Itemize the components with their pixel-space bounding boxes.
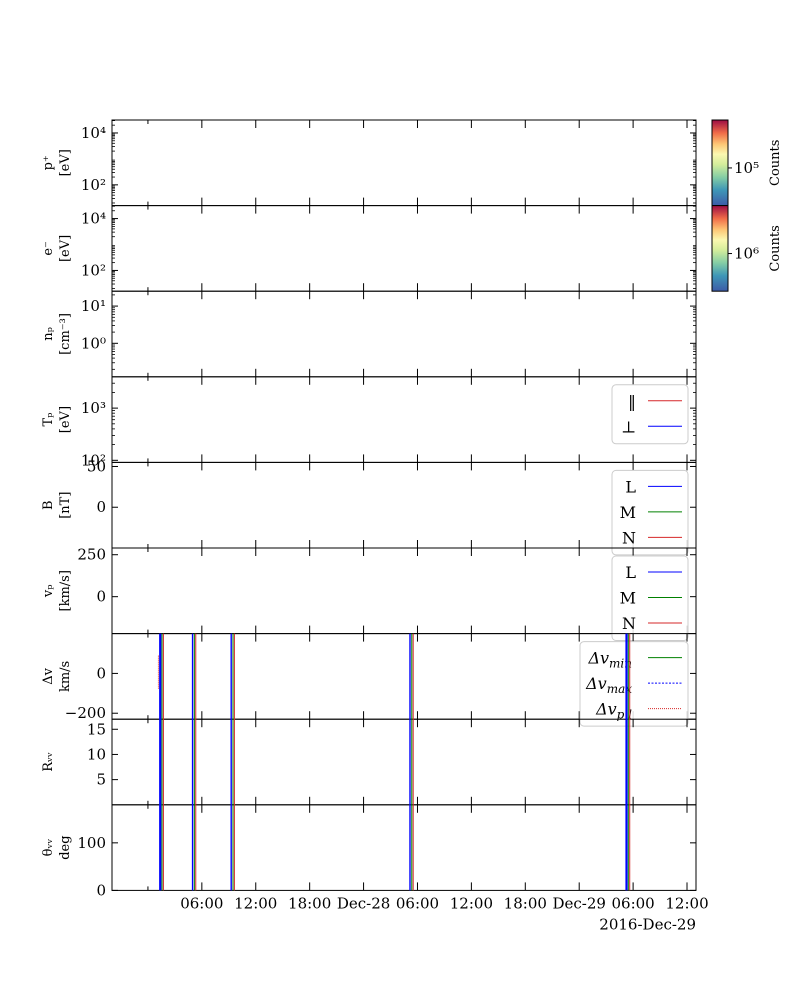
y-tick-label: 0 <box>96 881 106 899</box>
panel-frame <box>111 547 697 635</box>
legend-label: M <box>620 503 636 522</box>
panel-frame <box>111 205 697 292</box>
y-tick-label: 10 <box>87 745 106 763</box>
legend <box>611 384 689 445</box>
y-tick-label: 0 <box>96 498 106 516</box>
y-axis-label: Rᵥᵥ <box>41 752 56 772</box>
colorbar-tick-label: 10⁵ <box>734 159 759 177</box>
panel-e: 10² 10⁴ e⁻ [eV] <box>41 205 697 292</box>
y-axis-label: θᵥᵥ <box>41 839 56 857</box>
panel-np: 10⁰ 10¹ nₚ [cm⁻³] <box>41 290 697 378</box>
x-tick-label: 06:00 <box>396 894 439 912</box>
event-line <box>230 633 235 891</box>
legend <box>579 641 689 727</box>
panel-Rw: 5 10 15 Rᵥᵥ <box>41 718 697 806</box>
colorbar-gradient <box>711 119 729 207</box>
panel-frame <box>111 461 697 549</box>
colorbars: 10⁵ Counts 10⁶ Counts <box>711 119 783 292</box>
y-axis-unit: [cm⁻³] <box>58 313 73 355</box>
colorbar-1: 10⁵ Counts <box>711 119 783 207</box>
event-line <box>409 633 414 891</box>
y-axis-unit: [nT] <box>58 492 73 519</box>
legend-label: N <box>622 528 636 547</box>
x-tick-label: 06:00 <box>180 894 223 912</box>
x-axis: 06:00 12:00 18:00 Dec-28 06:00 12:00 18:00 Dec-… <box>180 894 708 933</box>
colorbar-label: Counts <box>768 140 783 186</box>
y-tick-label: 15 <box>87 720 106 738</box>
y-axis-unit: km/s <box>58 661 73 692</box>
y-tick-label: 10² <box>81 261 106 279</box>
y-axis-unit: [eV] <box>58 235 73 262</box>
panel-frame <box>111 376 697 463</box>
y-tick-label: 10⁰ <box>81 334 106 352</box>
legend <box>611 469 689 556</box>
y-axis-unit: [eV] <box>58 149 73 176</box>
legend-label: N <box>622 614 636 633</box>
y-axis-label: e⁻ <box>41 241 56 256</box>
y-axis-unit: [eV] <box>58 406 73 433</box>
legend-label: L <box>625 477 636 496</box>
x-tick-label: 12:00 <box>665 894 708 912</box>
y-tick-label: −200 <box>65 704 106 722</box>
event-line <box>159 633 164 891</box>
panel-frame <box>111 718 697 806</box>
y-axis-label: vₚ <box>41 585 56 599</box>
y-tick-label: 10¹ <box>81 297 106 315</box>
y-tick-label: 250 <box>77 546 106 564</box>
y-axis-label: Tₚ <box>41 413 56 427</box>
y-tick-label: 100 <box>77 834 106 852</box>
legend-label: ‖ <box>628 392 636 411</box>
colorbar-tick-label: 10⁶ <box>734 245 759 263</box>
colorbar-label: Counts <box>768 225 783 271</box>
colorbar-2: 10⁶ Counts <box>711 205 783 292</box>
x-tick-label: 12:00 <box>450 894 493 912</box>
x-tick-label: Dec-29 <box>552 894 605 912</box>
x-tick-label: 12:00 <box>234 894 277 912</box>
y-axis-label: B <box>41 500 56 510</box>
y-tick-label: 10⁴ <box>81 210 106 228</box>
y-tick-label: 10² <box>81 451 106 469</box>
y-tick-label: 0 <box>96 664 106 682</box>
legend-label: M <box>620 589 636 608</box>
event-line <box>625 633 631 891</box>
panel-frame <box>111 119 697 207</box>
panel-frame <box>111 290 697 378</box>
y-axis-label: p⁺ <box>41 155 56 170</box>
panel-vp: 0 250 vₚ [km/s] LMN <box>41 546 697 641</box>
panel-B: 0 50 B [nT] LMN <box>41 457 697 556</box>
legend-label: ⊥ <box>621 417 636 436</box>
panel-theta: 0 100 θᵥᵥ deg <box>41 804 697 899</box>
date-label: 2016-Dec-29 <box>599 915 696 933</box>
y-tick-label: 50 <box>87 457 106 475</box>
panel-frame <box>111 804 697 891</box>
y-tick-label: 10³ <box>81 399 106 417</box>
y-tick-label: 10⁴ <box>81 124 106 142</box>
x-tick-label: 18:00 <box>288 894 331 912</box>
legend-label: L <box>625 563 636 582</box>
x-tick-label: Dec-28 <box>337 894 390 912</box>
x-tick-label: 06:00 <box>611 894 654 912</box>
y-axis-label: nₚ <box>41 327 56 341</box>
panel-Tp: 10² 10³ Tₚ [eV] ‖ ⊥ <box>41 376 697 469</box>
y-axis-unit: [km/s] <box>58 570 73 611</box>
colorbar-gradient <box>711 205 729 292</box>
y-tick-label: 0 <box>96 588 106 606</box>
y-tick-label: 10² <box>81 176 106 194</box>
legend <box>611 555 689 641</box>
x-tick-label: 18:00 <box>504 894 547 912</box>
y-axis-label: Δv <box>41 667 56 684</box>
y-axis-unit: deg <box>58 835 73 859</box>
event-line <box>191 633 197 891</box>
panel-p: 10² 10⁴ p⁺ [eV] <box>41 119 697 207</box>
y-tick-label: 5 <box>96 771 106 789</box>
